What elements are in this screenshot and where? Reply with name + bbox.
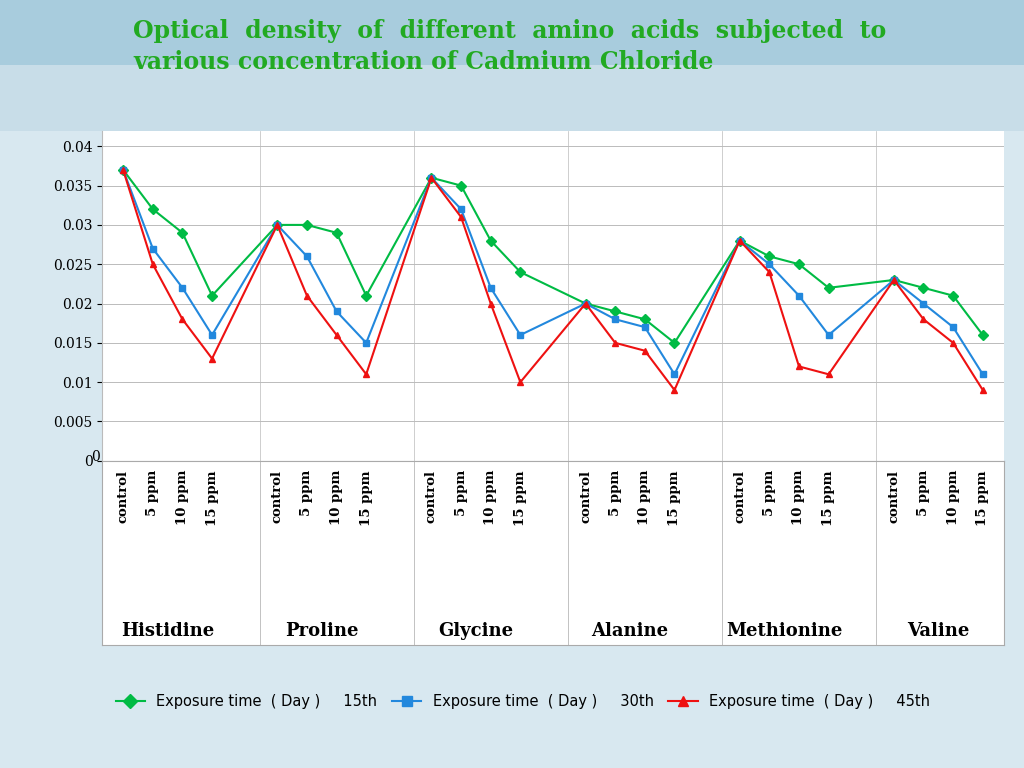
Text: 15 ppm: 15 ppm — [822, 470, 836, 525]
Text: 10 ppm: 10 ppm — [330, 470, 343, 525]
Text: Valine: Valine — [907, 621, 970, 640]
Text: 15 ppm: 15 ppm — [359, 470, 373, 525]
Text: 15 ppm: 15 ppm — [976, 470, 989, 525]
Text: control: control — [888, 470, 900, 523]
Text: control: control — [117, 470, 130, 523]
Text: control: control — [425, 470, 438, 523]
Text: 15 ppm: 15 ppm — [514, 470, 527, 525]
Text: 5 ppm: 5 ppm — [916, 470, 930, 516]
Text: 5 ppm: 5 ppm — [146, 470, 160, 516]
Text: 10 ppm: 10 ppm — [793, 470, 806, 525]
Text: Methionine: Methionine — [726, 621, 843, 640]
Legend: Exposure time  ( Day )     15th, Exposure time  ( Day )     30th, Exposure time : Exposure time ( Day ) 15th, Exposure tim… — [110, 688, 936, 715]
Text: various concentration of Cadmium Chloride: various concentration of Cadmium Chlorid… — [133, 50, 714, 74]
Text: Proline: Proline — [285, 621, 358, 640]
Text: 10 ppm: 10 ppm — [484, 470, 498, 525]
Text: control: control — [579, 470, 592, 523]
Text: 15 ppm: 15 ppm — [668, 470, 681, 525]
Text: Alanine: Alanine — [592, 621, 669, 640]
Text: 10 ppm: 10 ppm — [638, 470, 651, 525]
Text: control: control — [270, 470, 284, 523]
Text: Glycine: Glycine — [438, 621, 513, 640]
Text: 10 ppm: 10 ppm — [176, 470, 189, 525]
Text: 5 ppm: 5 ppm — [300, 470, 313, 516]
Text: 10 ppm: 10 ppm — [946, 470, 959, 525]
Text: 5 ppm: 5 ppm — [763, 470, 776, 516]
Text: control: control — [733, 470, 746, 523]
Text: 0: 0 — [91, 450, 100, 464]
Text: 5 ppm: 5 ppm — [608, 470, 622, 516]
Text: Optical  density  of  different  amino  acids  subjected  to: Optical density of different amino acids… — [133, 19, 887, 43]
Text: Histidine: Histidine — [121, 621, 214, 640]
Text: 15 ppm: 15 ppm — [206, 470, 218, 525]
Text: 5 ppm: 5 ppm — [455, 470, 468, 516]
